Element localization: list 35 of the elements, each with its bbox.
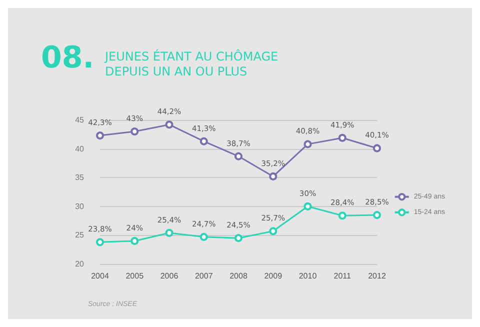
point bbox=[200, 137, 208, 146]
point bbox=[338, 212, 346, 220]
point bbox=[304, 140, 312, 148]
x-tick-label: 2009 bbox=[264, 272, 283, 280]
point bbox=[96, 238, 104, 246]
point bbox=[165, 228, 174, 237]
point bbox=[130, 128, 139, 136]
x-tick-label: 2007 bbox=[194, 272, 214, 280]
point bbox=[130, 236, 139, 245]
y-tick-label: 25 bbox=[75, 230, 85, 240]
point bbox=[338, 134, 346, 142]
x-tick-label: 2010 bbox=[298, 272, 318, 280]
point bbox=[234, 152, 242, 160]
point bbox=[373, 144, 381, 152]
x-tick-label: 2011 bbox=[334, 272, 352, 280]
point bbox=[96, 132, 104, 140]
x-tick-label: 2008 bbox=[230, 272, 248, 280]
chart-subtitle: JEUNES ÉTANT AU CHÔMAGE DEPUIS UN AN OU PLUS bbox=[104, 48, 282, 78]
point bbox=[269, 227, 278, 236]
point bbox=[304, 202, 312, 210]
x-tick-label: 2012 bbox=[368, 272, 386, 280]
point bbox=[200, 232, 208, 241]
point bbox=[165, 120, 174, 129]
y-tick-label: 30 bbox=[75, 202, 85, 211]
x-tick-label: 2004 bbox=[91, 272, 110, 280]
y-tick-label: 20 bbox=[75, 260, 85, 268]
y-tick-label: 40 bbox=[75, 144, 85, 154]
x-tick-label: 2006 bbox=[160, 272, 179, 280]
point bbox=[373, 211, 381, 220]
point bbox=[269, 172, 278, 180]
x-tick-label: 2005 bbox=[126, 272, 144, 280]
point bbox=[234, 234, 242, 242]
chart-title: 08. bbox=[41, 40, 94, 76]
y-tick-label: 35 bbox=[75, 173, 85, 182]
y-tick-label: 45 bbox=[75, 116, 85, 124]
